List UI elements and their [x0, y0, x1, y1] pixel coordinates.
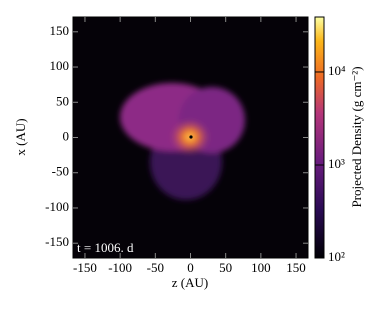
x-tick-label: 0	[187, 260, 194, 275]
colorbar-tick-label: 10⁴	[328, 63, 346, 78]
y-tick-label: -150	[45, 234, 69, 249]
star	[189, 135, 193, 139]
x-axis-label: z (AU)	[172, 275, 208, 290]
x-tick-label: -150	[73, 260, 97, 275]
colorbar-label: Projected Density (g cm⁻²)	[349, 66, 364, 207]
x-tick-label: 50	[219, 260, 232, 275]
colorbar	[314, 16, 325, 259]
y-tick-label: 50	[56, 93, 69, 108]
y-tick-label: 0	[63, 128, 70, 143]
time-label: t = 1006. d	[77, 240, 134, 255]
y-tick-label: 100	[50, 58, 70, 73]
x-tick-label: 100	[251, 260, 271, 275]
x-tick-label: -100	[108, 260, 132, 275]
density-field	[120, 83, 245, 200]
x-tick-label: -50	[147, 260, 164, 275]
y-axis-label: x (AU)	[13, 118, 28, 155]
y-tick-label: -100	[45, 199, 69, 214]
y-tick-label: -50	[52, 164, 69, 179]
y-tick-label: 150	[50, 23, 70, 38]
x-tick-label: 150	[286, 260, 306, 275]
colorbar-tick-label: 10²	[328, 249, 345, 264]
colorbar-tick-label: 10³	[328, 156, 345, 171]
